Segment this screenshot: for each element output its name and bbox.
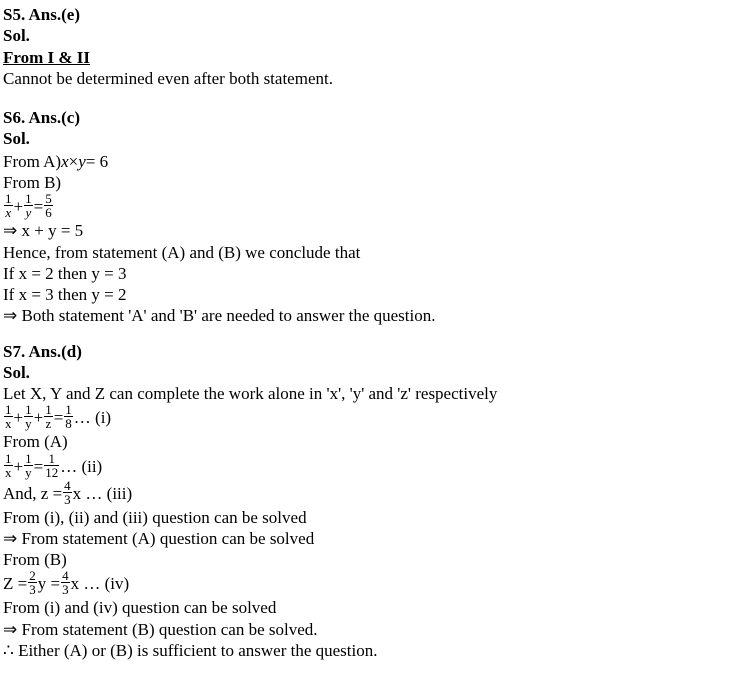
s7-eq3: And, z = 43 x … (iii) bbox=[3, 480, 753, 507]
plus-sign: + bbox=[14, 456, 24, 477]
s6-line-b: From B) bbox=[3, 172, 753, 193]
s6-l1c: = 6 bbox=[86, 151, 108, 172]
s5-header: S5. Ans.(e) bbox=[3, 4, 753, 25]
s7-l10: From (i) and (iv) question can be solved bbox=[3, 597, 753, 618]
fraction: 1x bbox=[4, 452, 13, 479]
s7-sol: Sol. bbox=[3, 362, 753, 383]
s7-l11: ⇒ From statement (B) question can be sol… bbox=[3, 619, 753, 640]
equals-sign: = bbox=[34, 456, 44, 477]
s7-l12: ∴ Either (A) or (B) is sufficient to ans… bbox=[3, 640, 753, 661]
fraction: 1x bbox=[4, 192, 13, 219]
fraction: 23 bbox=[28, 569, 37, 596]
s7-eq1: 1x + 1y + 1z = 18 … (i) bbox=[3, 404, 753, 431]
s7-l9a: Z = bbox=[3, 573, 27, 594]
s7-l5b: x … (iii) bbox=[73, 483, 133, 504]
s6-l1b-y: y bbox=[78, 151, 86, 172]
s7-l1: Let X, Y and Z can complete the work alo… bbox=[3, 383, 753, 404]
s7-l6: From (i), (ii) and (iii) question can be… bbox=[3, 507, 753, 528]
s6-l1a: From A) bbox=[3, 151, 61, 172]
fraction: 112 bbox=[44, 452, 59, 479]
s7-l8: From (B) bbox=[3, 549, 753, 570]
fraction: 43 bbox=[63, 479, 72, 506]
spacer bbox=[3, 89, 753, 107]
fraction: 1y bbox=[24, 452, 33, 479]
fraction: 1z bbox=[44, 403, 53, 430]
s6-l1b-times: × bbox=[69, 151, 79, 172]
s6-l8: ⇒ Both statement 'A' and 'B' are needed … bbox=[3, 305, 753, 326]
s5-line1: Cannot be determined even after both sta… bbox=[3, 68, 753, 89]
fraction: 56 bbox=[44, 192, 53, 219]
s7-l9c: x … (iv) bbox=[71, 573, 130, 594]
s7-l5a: And, z = bbox=[3, 483, 62, 504]
fraction: 1x bbox=[4, 403, 13, 430]
s7-l3: From (A) bbox=[3, 431, 753, 452]
s7-eq2: 1x + 1y = 112 … (ii) bbox=[3, 453, 753, 480]
s7-l9b: y = bbox=[38, 573, 60, 594]
fraction: 18 bbox=[64, 403, 73, 430]
s6-l1b-x: x bbox=[61, 151, 69, 172]
plus-sign: + bbox=[14, 407, 24, 428]
fraction: 1y bbox=[24, 192, 33, 219]
s6-sol: Sol. bbox=[3, 128, 753, 149]
s5-from-heading: From I & II bbox=[3, 47, 753, 68]
s6-l6: If x = 2 then y = 3 bbox=[3, 263, 753, 284]
plus-sign: + bbox=[14, 196, 24, 217]
s6-l4: ⇒ x + y = 5 bbox=[3, 220, 753, 241]
s6-line-a: From A) x × y = 6 bbox=[3, 150, 753, 173]
equals-sign: = bbox=[54, 407, 64, 428]
eq-tag: … (ii) bbox=[60, 456, 102, 477]
s6-l7: If x = 3 then y = 2 bbox=[3, 284, 753, 305]
equals-sign: = bbox=[34, 196, 44, 217]
s6-header: S6. Ans.(c) bbox=[3, 107, 753, 128]
spacer bbox=[3, 327, 753, 341]
s7-header: S7. Ans.(d) bbox=[3, 341, 753, 362]
s7-eq4: Z = 23 y = 43 x … (iv) bbox=[3, 570, 753, 597]
s6-l5: Hence, from statement (A) and (B) we con… bbox=[3, 242, 753, 263]
plus-sign: + bbox=[34, 407, 44, 428]
eq-tag: … (i) bbox=[74, 407, 111, 428]
s6-eq-line: 1x + 1y = 56 bbox=[3, 193, 753, 220]
fraction: 43 bbox=[61, 569, 70, 596]
s5-sol: Sol. bbox=[3, 25, 753, 46]
fraction: 1y bbox=[24, 403, 33, 430]
s7-l7: ⇒ From statement (A) question can be sol… bbox=[3, 528, 753, 549]
